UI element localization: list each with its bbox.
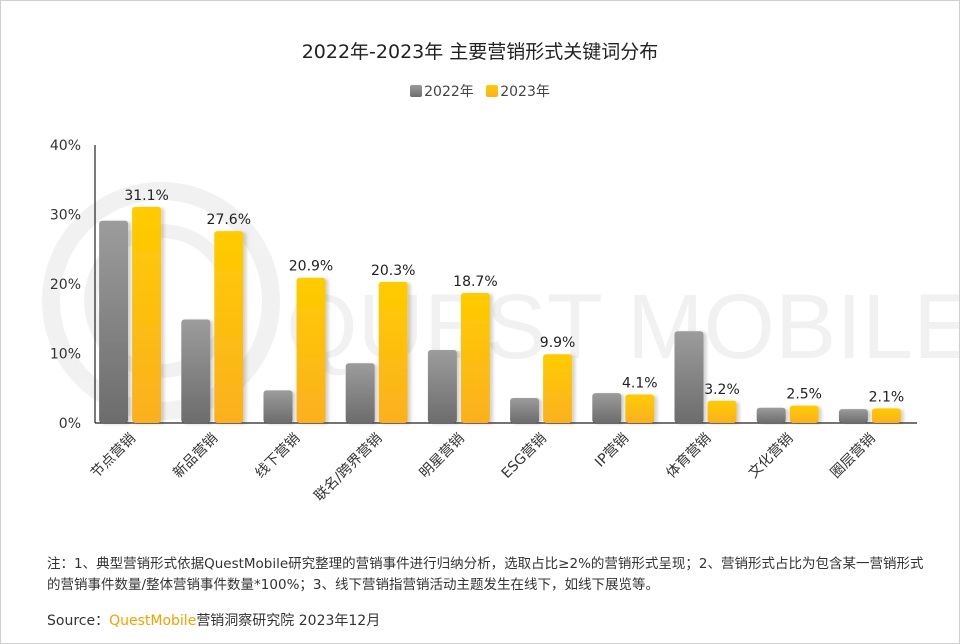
bar-2023: [132, 206, 162, 423]
bar-2022: [181, 319, 211, 423]
source-rest: 营销洞察研究院 2023年12月: [196, 613, 381, 629]
bar-2022: [427, 350, 457, 423]
bar-2022: [756, 407, 786, 423]
x-tick-label: 明星营销: [417, 431, 468, 482]
x-tick-label: 节点营销: [88, 431, 139, 482]
x-tick-label: 体育营销: [663, 431, 714, 482]
bar-2022: [99, 220, 129, 423]
bar-2023: [214, 231, 244, 423]
y-tick-label: 0%: [59, 416, 81, 432]
x-tick-label: 新品营销: [170, 431, 221, 482]
x-tick-label: 圈层营销: [828, 431, 879, 482]
y-tick-label: 10%: [50, 347, 81, 363]
data-label: 27.6%: [207, 212, 251, 228]
data-label: 2.5%: [786, 387, 822, 403]
bar-2023: [625, 394, 655, 423]
bar-2023: [460, 293, 490, 423]
y-tick-label: 20%: [50, 277, 81, 293]
y-tick-label: 40%: [50, 138, 81, 154]
data-label: 2.1%: [869, 389, 905, 405]
bar-2023: [707, 400, 737, 423]
x-tick-label: IP营销: [592, 431, 632, 471]
bar-2022: [263, 390, 293, 423]
legend-item-2023: 2023年: [486, 81, 550, 101]
data-label: 31.1%: [124, 188, 168, 204]
legend-item-2022: 2022年: [410, 81, 474, 101]
data-label: 20.3%: [371, 263, 415, 279]
chart-title: 2022年-2023年 主要营销形式关键词分布: [301, 41, 659, 63]
data-label: 9.9%: [540, 335, 576, 351]
bar-2022: [592, 393, 622, 423]
bar-2023: [789, 405, 819, 423]
legend-swatch-2022: [410, 85, 423, 97]
data-label: 18.7%: [453, 274, 497, 290]
x-tick-label: 文化营销: [746, 431, 797, 482]
x-tick-label: 联名/跨界营销: [311, 431, 385, 505]
bar-2023: [378, 281, 408, 423]
source-label: Source：: [47, 613, 110, 629]
data-label: 3.2%: [704, 382, 740, 398]
source-brand: QuestMobile: [109, 613, 197, 629]
bar-2022: [838, 409, 868, 423]
bar-2022: [674, 331, 704, 423]
x-tick-label: 线下营销: [252, 431, 303, 482]
footnote: 注：1、典型营销形式依据QuestMobile研究整理的营销事件进行归纳分析，选…: [47, 556, 924, 593]
bar-2023: [543, 354, 573, 423]
bar-2023: [871, 408, 901, 423]
data-label: 20.9%: [289, 259, 333, 275]
data-label: 4.1%: [622, 376, 658, 392]
legend-label-2022: 2022年: [424, 84, 474, 100]
source-line: Source：QuestMobile营销洞察研究院 2023年12月: [47, 610, 380, 630]
legend-label-2023: 2023年: [500, 84, 550, 100]
legend-swatch-2023: [486, 85, 499, 97]
bar-2022: [510, 397, 540, 423]
y-tick-label: 30%: [50, 208, 81, 224]
bar-2022: [345, 363, 375, 423]
x-tick-label: ESG营销: [499, 431, 550, 482]
legend: 2022年 2023年: [1, 81, 959, 101]
bar-2023: [296, 277, 326, 423]
